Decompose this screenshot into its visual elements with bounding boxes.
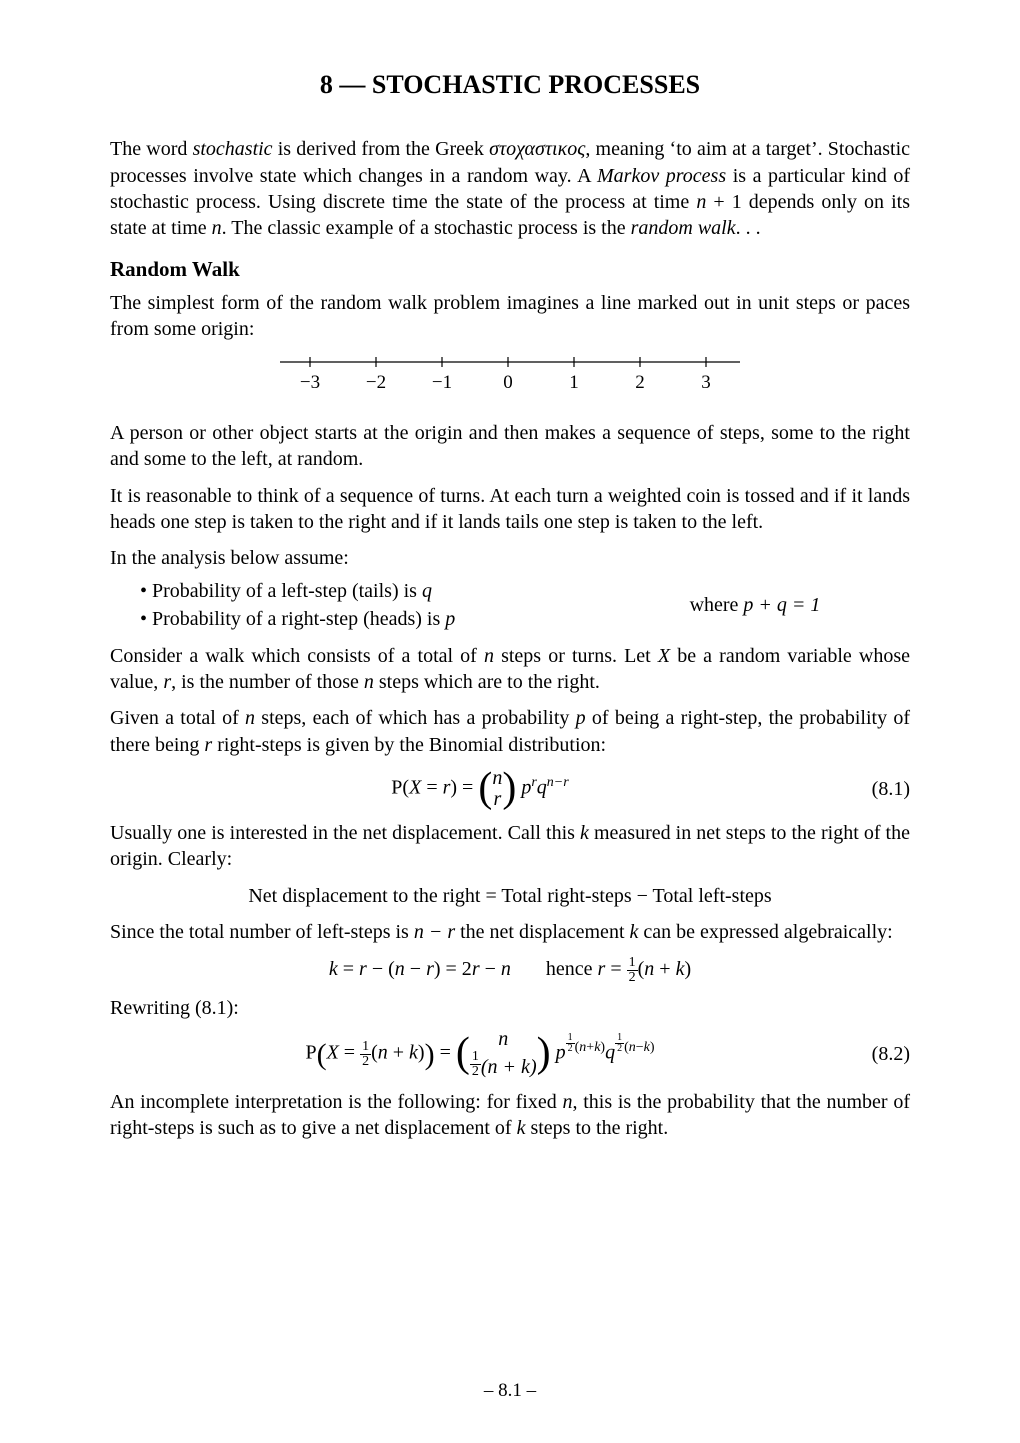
eq81-num: (8.1) bbox=[850, 776, 910, 802]
eq82-num: (8.2) bbox=[850, 1041, 910, 1067]
page-number: – 8.1 – bbox=[0, 1378, 1020, 1403]
binom-top: n bbox=[492, 767, 502, 789]
eq82-half-top: 1 bbox=[360, 1040, 371, 1055]
disp-p2: Since the total number of left-steps is … bbox=[110, 919, 910, 945]
rw-p4: In the analysis below assume: bbox=[110, 545, 910, 571]
tail-paragraph: An incomplete interpretation is the foll… bbox=[110, 1089, 910, 1142]
svg-text:0: 0 bbox=[503, 372, 513, 393]
svg-text:−2: −2 bbox=[366, 372, 386, 393]
binom-bot: r bbox=[493, 788, 501, 810]
k-line: k = r − (n − r) = 2r − n hence r = 12(n … bbox=[110, 956, 910, 985]
where-clause: where p + q = 1 bbox=[600, 592, 910, 618]
number-line-svg: −3 −2 −1 0 1 2 3 bbox=[275, 352, 745, 394]
disp-p1: Usually one is interested in the net dis… bbox=[110, 820, 910, 873]
intro-paragraph: The word stochastic is derived from the … bbox=[110, 136, 910, 242]
consider-p1: Consider a walk which consists of a tota… bbox=[110, 643, 910, 696]
probability-row: • Probability of a left-step (tails) is … bbox=[110, 576, 910, 635]
kline-frac-top: 1 bbox=[627, 956, 638, 971]
random-walk-heading: Random Walk bbox=[110, 256, 910, 284]
eq81-sup2: n−r bbox=[547, 775, 569, 790]
equation-8-1: P(X = r) = ( nr ) prqn−r (8.1) bbox=[110, 768, 910, 810]
eq82-half-bot: 2 bbox=[360, 1055, 371, 1069]
rw-p3: It is reasonable to think of a sequence … bbox=[110, 483, 910, 536]
page-title: 8 — STOCHASTIC PROCESSES bbox=[110, 68, 910, 102]
svg-text:3: 3 bbox=[701, 372, 711, 393]
bullet-right-step: • Probability of a right-step (heads) is… bbox=[140, 606, 600, 632]
svg-text:2: 2 bbox=[635, 372, 645, 393]
rw-p2: A person or other object starts at the o… bbox=[110, 420, 910, 473]
svg-text:−1: −1 bbox=[432, 372, 452, 393]
rewriting-label: Rewriting (8.1): bbox=[110, 995, 910, 1021]
rw-p1: The simplest form of the random walk pro… bbox=[110, 290, 910, 343]
svg-text:−3: −3 bbox=[300, 372, 320, 393]
number-line-figure: −3 −2 −1 0 1 2 3 bbox=[110, 352, 910, 401]
eq82-binom-top: n bbox=[498, 1028, 508, 1050]
bullet-left-step: • Probability of a left-step (tails) is … bbox=[140, 578, 600, 604]
net-displacement-line: Net displacement to the right = Total ri… bbox=[110, 883, 910, 909]
svg-text:1: 1 bbox=[569, 372, 579, 393]
kline-frac-bot: 2 bbox=[627, 971, 638, 985]
consider-p2: Given a total of n steps, each of which … bbox=[110, 705, 910, 758]
equation-8-2: P(X = 12(n + k)) = ( n 12(n + k) ) p12(n… bbox=[110, 1029, 910, 1079]
